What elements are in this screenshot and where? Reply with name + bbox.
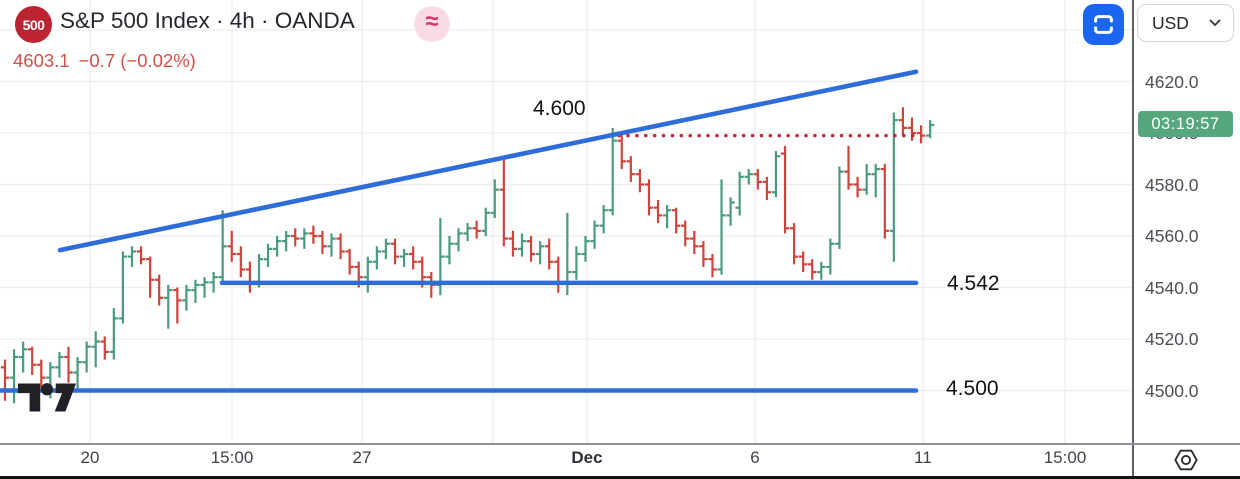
price-axis-border: [1132, 0, 1134, 476]
screenshot-button[interactable]: [1083, 4, 1124, 45]
tradingview-logo-watermark: [17, 382, 77, 413]
time-tick: 20: [80, 448, 100, 467]
provider-approx-icon: ≈: [414, 6, 450, 42]
time-tick: 27: [352, 448, 372, 467]
axis-settings-corner[interactable]: [1132, 443, 1240, 476]
price-axis[interactable]: 4620.04600.04580.04560.04540.04520.04500…: [1132, 0, 1240, 443]
price-tick: 4560.0: [1145, 226, 1199, 246]
level-label-4542[interactable]: 4.542: [947, 272, 1000, 295]
frame-brackets-icon: [1090, 11, 1117, 38]
time-axis-border: [0, 443, 1240, 445]
settings-gear-icon[interactable]: [1173, 447, 1199, 473]
symbol-logo-badge: 500: [15, 6, 52, 43]
price-tick: 4540.0: [1145, 277, 1199, 298]
price-status-row: 4603.1 −0.7 (−0.02%): [13, 50, 196, 72]
price-tick: 4500.0: [1145, 380, 1199, 401]
time-axis[interactable]: 20 15:00 27 Dec 6 11 15:00: [0, 443, 1132, 476]
chevron-down-icon: [1209, 19, 1221, 27]
bottom-edge-strip: [0, 476, 1240, 479]
price-tick: 4620.0: [1145, 71, 1199, 92]
time-tick: 15:00: [210, 448, 254, 467]
time-tick: 15:00: [1043, 448, 1087, 467]
last-price: 4603.1: [13, 50, 70, 71]
price-change: −0.7 (−0.02%): [78, 50, 196, 71]
level-label-4600[interactable]: 4.600: [533, 97, 586, 120]
price-tick: 4520.0: [1145, 329, 1199, 349]
time-tick: 11: [914, 448, 932, 467]
chart-canvas[interactable]: [0, 0, 1132, 443]
currency-value: USD: [1152, 12, 1189, 33]
price-tick: 4580.0: [1145, 174, 1199, 195]
time-tick: 6: [750, 448, 760, 467]
time-tick: Dec: [571, 448, 603, 467]
symbol-title[interactable]: S&P 500 Index · 4h · OANDA: [60, 8, 355, 33]
level-label-4500[interactable]: 4.500: [946, 377, 999, 400]
bar-countdown-badge: 03:19:57: [1138, 111, 1233, 137]
currency-select[interactable]: USD: [1137, 4, 1234, 42]
